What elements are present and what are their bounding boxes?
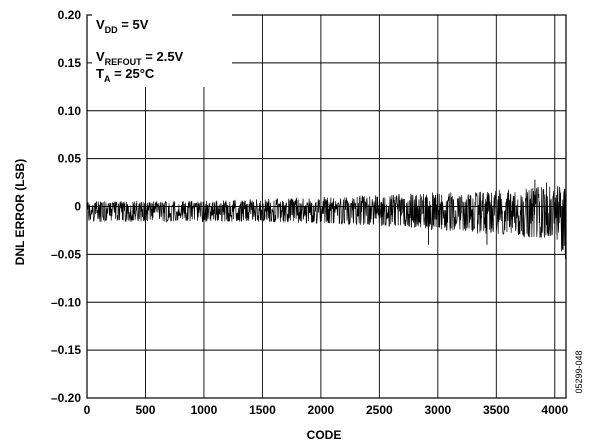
x-tick-label: 1000 xyxy=(191,403,218,417)
x-tick-label: 2500 xyxy=(366,403,393,417)
x-tick-label: 4000 xyxy=(541,403,568,417)
x-tick-label: 500 xyxy=(135,403,155,417)
y-tick-label: 0.20 xyxy=(58,8,82,22)
x-tick-label: 0 xyxy=(84,403,91,417)
y-tick-labels: 0.20 0.15 0.10 0.05 0 –0.05 –0.10 –0.15 –0.20 xyxy=(51,8,81,405)
y-tick-label: –0.05 xyxy=(51,247,81,261)
x-tick-labels: 0 500 1000 1500 2000 2500 3000 3500 4000 xyxy=(84,403,569,417)
x-tick-label: 3500 xyxy=(483,403,510,417)
x-tick-label: 1500 xyxy=(249,403,276,417)
y-tick-label: –0.20 xyxy=(51,391,81,405)
y-tick-label: 0.10 xyxy=(58,104,82,118)
annotation-vref: VREFOUT = 2.5V xyxy=(96,49,184,67)
y-tick-label: –0.10 xyxy=(51,295,81,309)
y-tick-label: 0.05 xyxy=(58,152,82,166)
x-tick-label: 3000 xyxy=(424,403,451,417)
y-tick-label: 0.15 xyxy=(58,56,82,70)
figure-id: 05299-048 xyxy=(574,350,584,393)
dnl-trace xyxy=(86,182,567,254)
y-axis-title: DNL ERROR (LSB) xyxy=(13,159,27,265)
x-tick-label: 2000 xyxy=(308,403,335,417)
y-tick-label: 0 xyxy=(74,200,81,214)
annotation-vdd: VDD = 5V xyxy=(96,17,149,35)
x-axis-title: CODE xyxy=(307,428,342,442)
plot-frame xyxy=(86,14,567,399)
series-layer xyxy=(86,179,567,260)
y-tick-label: –0.15 xyxy=(51,343,81,357)
annotation-ta: TA = 25°C xyxy=(96,66,155,84)
annotation-box xyxy=(92,11,232,87)
